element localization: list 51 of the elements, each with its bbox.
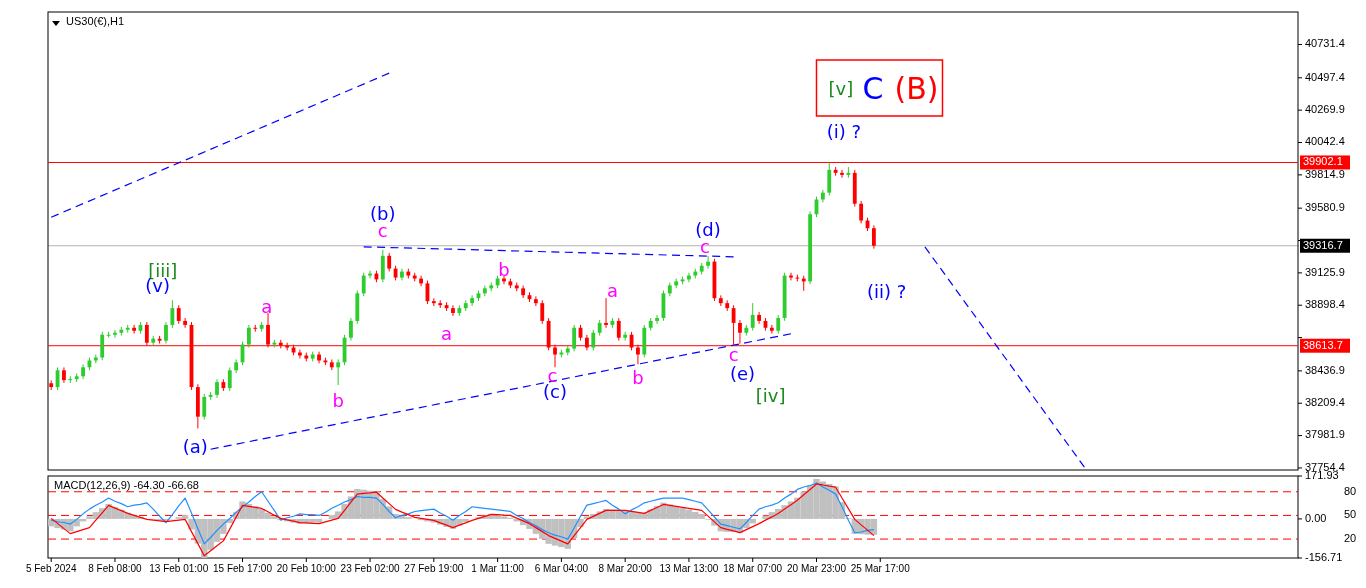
ref-line-label: 39316.7 — [1303, 238, 1343, 251]
y-tick-label: 39580.9 — [1305, 201, 1345, 214]
annotation: a — [441, 322, 453, 344]
annotation: b — [498, 258, 510, 280]
annotation: (e) — [729, 363, 756, 385]
x-tick-label: 8 Mar 20:00 — [598, 563, 653, 574]
x-tick-label: 23 Feb 02:00 — [340, 563, 400, 574]
x-tick-label: 1 Mar 11:00 — [471, 563, 525, 574]
x-tick-label: 6 Mar 04:00 — [534, 563, 589, 574]
y-tick-label: 40269.9 — [1305, 103, 1345, 116]
y-tick-label: 39125.9 — [1305, 265, 1345, 278]
y-tick-label: 40497.4 — [1305, 70, 1345, 83]
annotation: (d) — [695, 219, 721, 241]
y-tick-label: 40731.4 — [1305, 37, 1345, 50]
x-tick-label: 20 Mar 23:00 — [787, 563, 847, 574]
annotation: [iv] — [755, 385, 786, 407]
y-tick-label: 38898.4 — [1305, 298, 1345, 311]
x-tick-label: 25 Mar 17:00 — [850, 563, 911, 574]
x-tick-label: 13 Feb 01:00 — [149, 563, 209, 574]
x-tick-label: 15 Feb 17:00 — [213, 563, 273, 574]
x-tick-label: 20 Feb 10:00 — [276, 563, 337, 574]
annotation: (a) — [182, 436, 208, 458]
annotation: (i) ? — [826, 121, 862, 143]
y-tick-label: 38209.4 — [1305, 396, 1345, 409]
y2-tick-label: 20 — [1344, 531, 1357, 544]
annotation: a — [606, 280, 618, 302]
annotation: c — [728, 344, 739, 366]
x-tick-label: 5 Feb 2024 — [25, 563, 77, 574]
y-tick-label: 40042.4 — [1305, 135, 1345, 148]
annotation: [v] — [828, 78, 854, 99]
annotation: C — [862, 70, 884, 106]
y-tick-label: 39814.9 — [1305, 167, 1345, 180]
chart-title: US30(€),H1 — [66, 15, 125, 27]
annotation: b — [332, 389, 344, 411]
x-tick-label: 8 Feb 08:00 — [88, 563, 143, 574]
y2-tick-label: 80 — [1344, 484, 1357, 497]
y-tick-label: 38436.9 — [1305, 363, 1345, 376]
annotation: b — [632, 367, 644, 389]
annotation: (B) — [894, 70, 939, 106]
ref-line-label: 39902.1 — [1303, 155, 1343, 168]
y-tick-label: 37981.9 — [1305, 428, 1345, 441]
x-tick-label: 27 Feb 19:00 — [404, 563, 464, 574]
chart-title: MACD(12,26,9) -64.30 -66.68 — [54, 479, 199, 491]
ref-line-label: 38613.7 — [1303, 338, 1343, 351]
annotation: (ii) ? — [866, 280, 907, 302]
x-tick-label: 18 Mar 07:00 — [723, 563, 783, 574]
x-tick-label: 13 Mar 13:00 — [659, 563, 719, 574]
y2-tick-label: 50 — [1344, 508, 1357, 521]
annotation: a — [261, 296, 273, 318]
y-tick-label: -156.71 — [1305, 550, 1343, 563]
y-tick-label: 0.00 — [1305, 511, 1327, 524]
